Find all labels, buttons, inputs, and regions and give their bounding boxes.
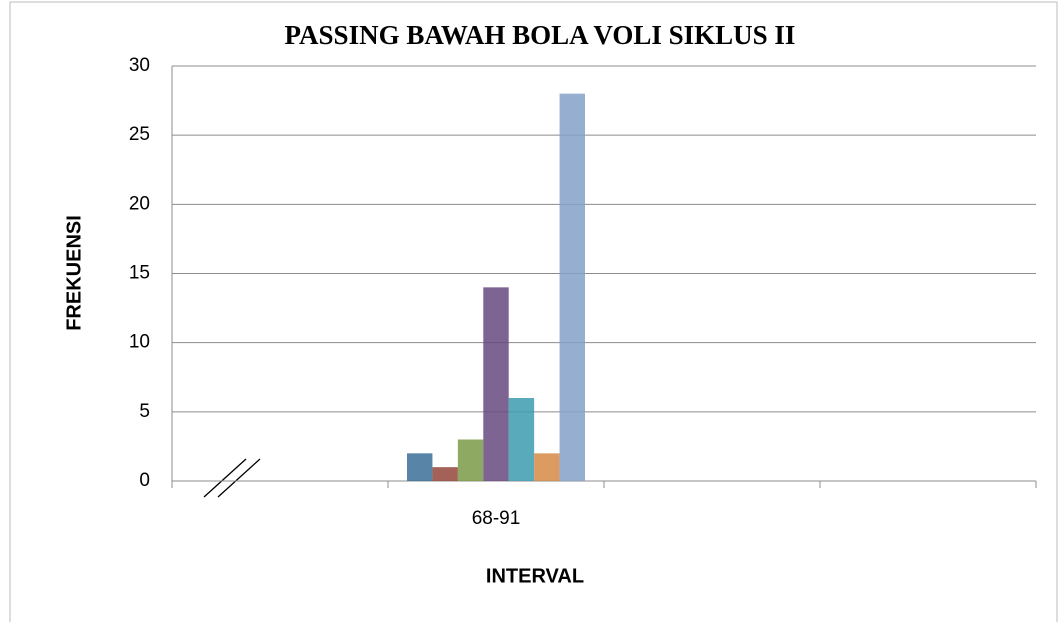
chart-frame — [10, 2, 1057, 622]
bar — [509, 398, 534, 481]
y-tick-label: 20 — [129, 193, 150, 214]
bar — [407, 453, 432, 481]
x-axis-title: INTERVAL — [486, 565, 584, 587]
bar — [534, 453, 559, 481]
y-tick-label: 25 — [129, 124, 150, 145]
chart-title: PASSING BAWAH BOLA VOLI SIKLUS II — [285, 20, 796, 50]
y-tick-label: 5 — [139, 401, 150, 422]
bar — [560, 94, 585, 481]
y-tick-label: 10 — [129, 332, 150, 353]
x-tick-label: 68-91 — [472, 508, 521, 529]
bar — [483, 287, 508, 481]
bar — [458, 440, 483, 482]
bar — [432, 467, 457, 481]
y-tick-label: 0 — [139, 470, 150, 491]
y-tick-label: 30 — [129, 55, 150, 76]
chart: PASSING BAWAH BOLA VOLI SIKLUS II FREKUE… — [0, 0, 1059, 622]
y-axis-title: FREKUENSI — [63, 215, 85, 331]
y-tick-label: 15 — [129, 263, 150, 284]
